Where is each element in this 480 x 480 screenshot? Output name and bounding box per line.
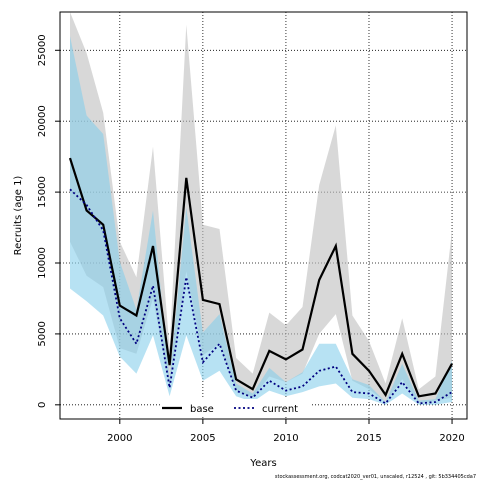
y-tick-label: 5000	[37, 321, 48, 346]
series-lines	[68, 157, 453, 405]
y-tick-label: 25000	[37, 34, 48, 66]
y-axis-title: Recruits (age 1)	[13, 176, 24, 256]
footer-note: stockassessment.org, codcat2020_ver01, u…	[275, 474, 476, 480]
x-axis: 2000 2005 2010 2015 2020	[107, 419, 465, 444]
confidence-bands	[70, 12, 452, 405]
x-tick-label: 2005	[190, 433, 215, 444]
y-tick-label: 20000	[37, 105, 48, 137]
x-tick-label: 2020	[439, 433, 464, 444]
x-axis-title: Years	[249, 458, 276, 469]
x-tick-label: 2010	[273, 433, 298, 444]
legend-label-current: current	[262, 404, 298, 415]
y-axis: 0 5000 10000 15000 20000 25000	[37, 34, 60, 408]
legend: base current	[160, 399, 312, 416]
y-tick-label: 10000	[37, 247, 48, 279]
band-base	[70, 12, 452, 404]
y-tick-label: 15000	[37, 176, 48, 208]
y-tick-label: 0	[37, 402, 48, 408]
x-tick-label: 2015	[356, 433, 381, 444]
x-tick-label: 2000	[107, 433, 132, 444]
line-current	[69, 188, 453, 405]
plot-frame	[59, 11, 468, 420]
legend-label-base: base	[190, 404, 214, 415]
line-base	[68, 157, 453, 398]
